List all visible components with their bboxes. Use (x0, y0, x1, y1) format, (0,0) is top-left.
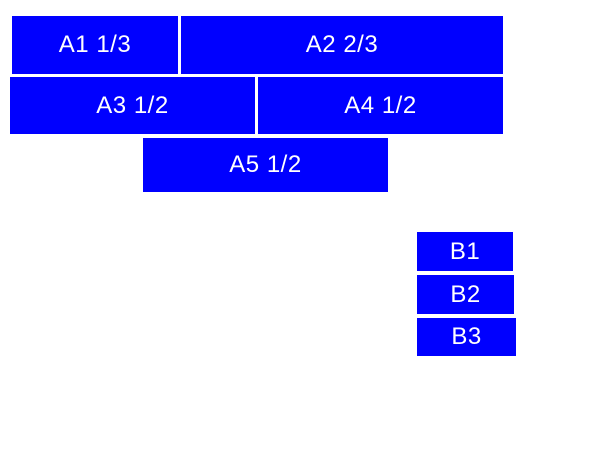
box-b2: B2 (417, 275, 514, 314)
box-a4: A4 1/2 (258, 77, 503, 134)
box-b3: B3 (417, 318, 516, 356)
box-a1: A1 1/3 (12, 16, 178, 74)
box-a2: A2 2/3 (181, 16, 503, 74)
box-a3: A3 1/2 (10, 77, 255, 134)
box-a5: A5 1/2 (143, 138, 388, 192)
box-b1: B1 (417, 232, 513, 271)
